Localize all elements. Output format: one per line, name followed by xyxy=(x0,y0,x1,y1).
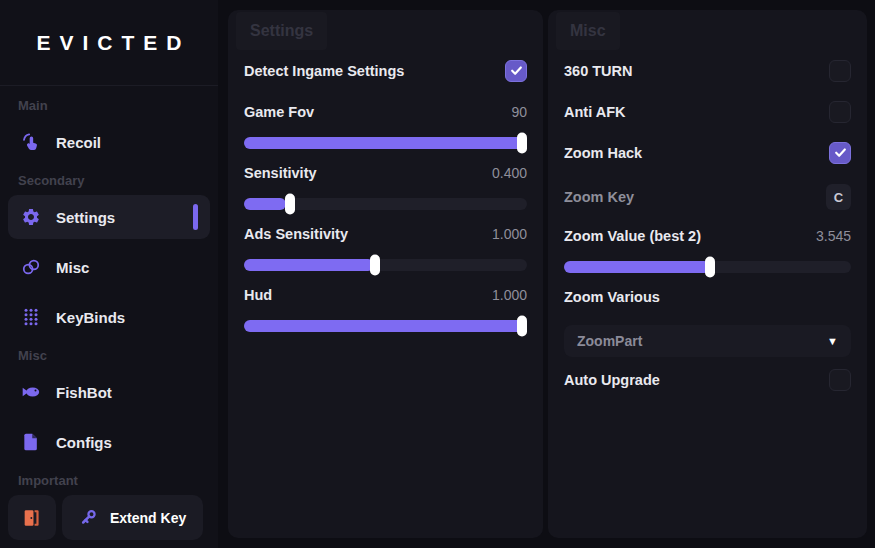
detect-ingame-settings-row: Detect Ingame Settings xyxy=(244,50,527,91)
360-turn-checkbox[interactable] xyxy=(829,60,851,82)
hud-value: 1.000 xyxy=(492,287,527,303)
hud-slider[interactable] xyxy=(244,320,527,332)
check-icon xyxy=(834,146,847,159)
zoom-value-group: Zoom Value (best 2) 3.545 xyxy=(564,215,851,273)
slider-fill xyxy=(244,198,286,210)
game-fov-slider[interactable] xyxy=(244,137,527,149)
anti-afk-row: Anti AFK xyxy=(564,91,851,132)
ads-sensitivity-value: 1.000 xyxy=(492,226,527,242)
auto-upgrade-label: Auto Upgrade xyxy=(564,372,660,388)
zoom-hack-checkbox[interactable] xyxy=(829,142,851,164)
sidebar: EVICTED Main Recoil Secondary Settings M… xyxy=(0,0,218,548)
zoom-hack-label: Zoom Hack xyxy=(564,145,642,161)
zoom-various-selected-value: ZoomPart xyxy=(577,333,642,349)
sidebar-item-fishbot[interactable]: FishBot xyxy=(8,370,210,414)
sidebar-item-label: Settings xyxy=(56,209,115,226)
zoom-hack-row: Zoom Hack xyxy=(564,132,851,173)
mouse-click-icon xyxy=(21,132,41,152)
sidebar-item-misc[interactable]: Misc xyxy=(8,245,210,289)
sidebar-item-label: Configs xyxy=(56,434,112,451)
auto-upgrade-row: Auto Upgrade xyxy=(564,359,851,400)
hud-group: Hud 1.000 xyxy=(244,274,527,332)
sidebar-item-label: Misc xyxy=(56,259,89,276)
zoom-various-row: Zoom Various xyxy=(564,276,851,317)
slider-handle[interactable] xyxy=(705,257,715,278)
ads-sensitivity-label: Ads Sensitivity xyxy=(244,226,348,242)
anti-afk-label: Anti AFK xyxy=(564,104,625,120)
game-fov-value: 90 xyxy=(511,104,527,120)
settings-panel: Settings Detect Ingame Settings Game Fov… xyxy=(228,10,543,538)
sidebar-item-settings[interactable]: Settings xyxy=(8,195,210,239)
sensitivity-slider[interactable] xyxy=(244,198,527,210)
sidebar-item-keybinds[interactable]: KeyBinds xyxy=(8,295,210,339)
slider-fill xyxy=(564,261,710,273)
section-label-main: Main xyxy=(18,98,200,114)
ads-sensitivity-slider[interactable] xyxy=(244,259,527,271)
app-logo: EVICTED xyxy=(36,31,190,55)
gear-icon xyxy=(21,207,41,227)
key-icon xyxy=(79,508,99,528)
slider-fill xyxy=(244,320,527,332)
extend-key-label: Extend Key xyxy=(110,510,186,526)
link-icon xyxy=(21,257,41,277)
misc-panel: Misc 360 TURN Anti AFK Zoom Hack Zoom Ke… xyxy=(548,10,867,538)
slider-fill xyxy=(244,137,527,149)
slider-handle[interactable] xyxy=(517,316,527,337)
keypad-icon xyxy=(21,307,41,327)
sidebar-item-configs[interactable]: Configs xyxy=(8,420,210,464)
360-turn-label: 360 TURN xyxy=(564,63,633,79)
check-icon xyxy=(510,64,523,77)
sensitivity-value: 0.400 xyxy=(492,165,527,181)
slider-handle[interactable] xyxy=(370,255,380,276)
zoom-value-value: 3.545 xyxy=(816,228,851,244)
panel-title-misc: Misc xyxy=(556,12,620,50)
hud-label: Hud xyxy=(244,287,272,303)
zoom-key-row: Zoom Key C xyxy=(564,179,851,215)
section-label-secondary: Secondary xyxy=(18,173,200,189)
detect-ingame-settings-label: Detect Ingame Settings xyxy=(244,63,404,79)
door-exit-icon xyxy=(21,507,43,529)
zoom-value-slider[interactable] xyxy=(564,261,851,273)
zoom-value-label: Zoom Value (best 2) xyxy=(564,228,701,244)
sidebar-item-label: FishBot xyxy=(56,384,112,401)
slider-fill xyxy=(244,259,374,271)
chevron-down-icon: ▼ xyxy=(827,335,838,347)
active-indicator xyxy=(193,204,198,230)
anti-afk-checkbox[interactable] xyxy=(829,101,851,123)
logo-area: EVICTED xyxy=(0,0,218,86)
sidebar-item-recoil[interactable]: Recoil xyxy=(8,120,210,164)
extend-key-button[interactable]: Extend Key xyxy=(62,495,203,540)
slider-handle[interactable] xyxy=(517,133,527,154)
game-fov-group: Game Fov 90 xyxy=(244,91,527,149)
section-label-important: Important xyxy=(18,473,200,489)
section-label-misc: Misc xyxy=(18,348,200,364)
zoom-key-label: Zoom Key xyxy=(564,189,634,205)
file-icon xyxy=(21,432,41,452)
sensitivity-label: Sensitivity xyxy=(244,165,317,181)
detect-ingame-settings-checkbox[interactable] xyxy=(505,60,527,82)
zoom-key-button[interactable]: C xyxy=(826,184,851,210)
auto-upgrade-checkbox[interactable] xyxy=(829,369,851,391)
zoom-various-select[interactable]: ZoomPart ▼ xyxy=(564,325,851,357)
panel-title-settings: Settings xyxy=(236,12,327,50)
sensitivity-group: Sensitivity 0.400 xyxy=(244,152,527,210)
fish-icon xyxy=(21,382,41,402)
slider-handle[interactable] xyxy=(285,194,295,215)
zoom-various-label: Zoom Various xyxy=(564,289,660,305)
sidebar-item-label: Recoil xyxy=(56,134,101,151)
ads-sensitivity-group: Ads Sensitivity 1.000 xyxy=(244,213,527,271)
game-fov-label: Game Fov xyxy=(244,104,314,120)
360-turn-row: 360 TURN xyxy=(564,50,851,91)
exit-button[interactable] xyxy=(8,495,56,540)
sidebar-item-label: KeyBinds xyxy=(56,309,125,326)
